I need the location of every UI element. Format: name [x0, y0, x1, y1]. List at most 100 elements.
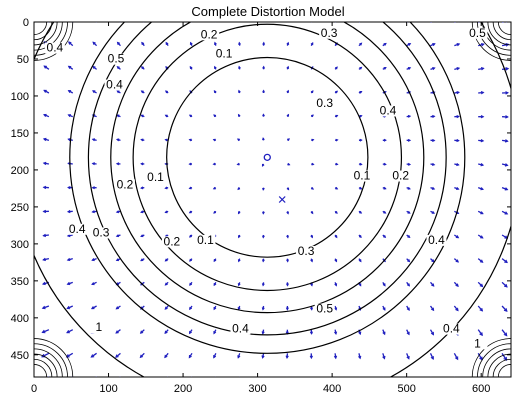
vector-arrowhead [310, 41, 314, 46]
vector-arrowhead [188, 186, 192, 190]
distortion-vector [430, 376, 432, 377]
contour-label-bg [67, 223, 88, 235]
distortion-vector [143, 376, 145, 377]
vector-arrowhead [213, 283, 217, 287]
vector-arrowhead [164, 354, 168, 359]
contour-label-bg [44, 42, 65, 54]
image-center-marker [278, 196, 286, 203]
vector-arrowhead [115, 330, 119, 334]
vector-arrowhead [310, 211, 314, 215]
distortion-vector [167, 22, 169, 23]
vector-arrowhead [262, 65, 266, 69]
contour-level-0-1 [166, 56, 369, 258]
distortion-vector [453, 353, 459, 360]
y-tick-label: 300 [11, 239, 29, 251]
vector-arrowhead [406, 355, 410, 360]
contour-label: 0.5 [316, 302, 333, 316]
vector-arrowhead [188, 162, 192, 166]
vector-arrowhead [504, 211, 509, 215]
contour-label: 0.4 [232, 322, 249, 336]
vector-arrowhead [358, 235, 362, 239]
distortion-vector [262, 376, 264, 377]
vector-arrowhead [213, 41, 217, 45]
vector-arrowhead [118, 18, 120, 21]
vector-arrowhead [262, 380, 264, 383]
contour-label-bg [467, 338, 488, 350]
vector-arrowhead [456, 43, 461, 47]
vector-arrowhead [286, 113, 290, 117]
y-tick-label: 400 [11, 313, 29, 325]
vector-arrowhead [432, 138, 436, 143]
vector-arrowhead [383, 186, 387, 190]
vector-arrowhead [261, 355, 265, 359]
vector-arrowhead [41, 329, 46, 334]
y-tick-label: 250 [11, 202, 29, 214]
vector-arrowhead [505, 43, 510, 47]
vector-arrowhead [90, 306, 95, 310]
vector-arrowhead [115, 210, 120, 214]
corner-contour [471, 338, 511, 377]
vector-arrowhead [140, 66, 145, 70]
contour-label: 0.3 [316, 96, 333, 110]
vector-arrowhead [236, 162, 240, 166]
vector-arrowhead [384, 19, 386, 21]
vector-arrowhead [140, 162, 144, 166]
vector-arrowhead [141, 41, 145, 45]
vector-arrowhead [164, 186, 168, 190]
vector-arrowhead [479, 259, 484, 263]
contour-label: 0.4 [106, 78, 123, 92]
vector-arrowhead [262, 89, 265, 93]
vector-arrowhead [91, 186, 95, 190]
vector-arrowhead [212, 138, 216, 142]
vector-arrowhead [43, 89, 47, 93]
vector-arrowhead [91, 138, 96, 142]
vector-arrowhead [431, 283, 435, 287]
contour-level-0-5 [69, 22, 466, 354]
vector-arrowhead [406, 331, 410, 336]
vector-arrowhead [382, 307, 386, 311]
vector-arrowhead [142, 18, 144, 20]
distortion-vector [66, 329, 74, 334]
vector-arrowhead [480, 235, 484, 239]
contour-label: 0.1 [147, 170, 164, 184]
vector-arrowhead [383, 67, 387, 70]
vector-arrowhead [237, 113, 241, 117]
vector-arrowhead [454, 356, 459, 361]
vector-arrowhead [41, 305, 46, 310]
distortion-vector [71, 376, 73, 377]
vector-arrowhead [432, 114, 436, 119]
vector-arrowhead [236, 138, 240, 142]
axes: 0 100 200 300 400 500 600 0 50 100 150 200 250 300 350… [11, 17, 511, 395]
y-tick-label: 200 [11, 165, 29, 177]
vector-arrowhead [213, 307, 217, 311]
vector-arrowhead [407, 162, 412, 166]
vector-arrowhead [286, 65, 290, 69]
vector-arrowhead [66, 329, 70, 334]
vector-arrowhead [67, 114, 71, 118]
contour-label: 0.1 [197, 233, 214, 247]
x-tick-label: 600 [472, 383, 490, 395]
contour-label-bg [390, 170, 411, 182]
vector-arrowhead [311, 187, 314, 190]
vector-arrowhead [480, 139, 485, 143]
x-tick-label: 500 [397, 383, 415, 395]
vector-arrowhead [238, 89, 241, 93]
vector-arrowhead [238, 379, 240, 382]
contour-label: 0.3 [321, 26, 338, 40]
vector-arrowhead [432, 67, 436, 71]
contour-label: 0.3 [93, 225, 110, 239]
vector-arrowhead [311, 19, 313, 21]
vector-arrowhead [335, 19, 337, 21]
vector-arrowhead [310, 259, 314, 263]
vector-arrowhead [91, 379, 94, 382]
y-tick-label: 50 [17, 54, 29, 66]
vector-arrowhead [115, 258, 120, 262]
distortion-vector [239, 376, 240, 377]
vector-arrowhead [262, 211, 265, 215]
y-tick-label: 150 [11, 128, 29, 140]
contour-label: 0.2 [117, 177, 134, 191]
contour-label-bg [230, 323, 251, 335]
vector-arrowhead [456, 186, 460, 191]
vector-arrowhead [92, 65, 96, 70]
